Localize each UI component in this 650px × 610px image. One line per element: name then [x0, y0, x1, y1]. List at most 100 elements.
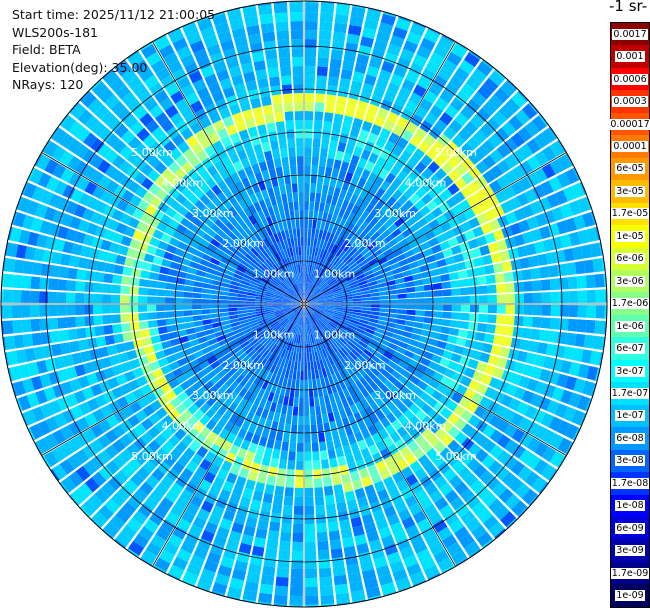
- ray-bin: [138, 90, 153, 105]
- ray-bin: [199, 194, 211, 206]
- ray-bin: [359, 91, 372, 104]
- ray-bin: [273, 223, 281, 233]
- ray-bin: [265, 49, 278, 60]
- ray-bin: [274, 112, 284, 123]
- ray-bin: [180, 380, 192, 391]
- ray-bin: [103, 273, 114, 284]
- ray-bin: [142, 404, 155, 417]
- ray-bin: [237, 304, 247, 308]
- ray-bin: [513, 234, 525, 247]
- ray-bin: [283, 396, 289, 406]
- ray-bin: [185, 327, 196, 335]
- ray-bin: [460, 451, 474, 466]
- ray-bin: [399, 150, 412, 162]
- ray-bin: [208, 132, 220, 145]
- ray-bin: [189, 205, 201, 217]
- ray-bin: [333, 352, 341, 362]
- ray-bin: [516, 350, 528, 363]
- ray-bin: [305, 307, 309, 317]
- ray-bin: [194, 129, 207, 142]
- ray-bin: [184, 211, 196, 222]
- ray-bin: [331, 168, 340, 179]
- ray-bin: [338, 250, 346, 259]
- ray-bin: [288, 323, 294, 332]
- ray-bin: [117, 352, 129, 363]
- ray-bin: [368, 57, 383, 69]
- ray-bin: [270, 343, 278, 353]
- ray-bin: [447, 439, 461, 453]
- ray-bin: [294, 487, 304, 497]
- ray-bin: [255, 406, 264, 417]
- ray-bin: [267, 530, 280, 541]
- ray-bin: [240, 280, 250, 286]
- ray-bin: [194, 397, 206, 409]
- ray-bin: [252, 490, 264, 502]
- ray-bin: [304, 406, 310, 417]
- ray-bin: [297, 424, 304, 434]
- ray-bin: [325, 307, 335, 311]
- ray-bin: [333, 342, 341, 351]
- ray-bin: [375, 460, 387, 472]
- ray-bin: [439, 504, 454, 519]
- ray-bin: [421, 193, 433, 205]
- ray-bin: [298, 406, 304, 417]
- ray-bin: [327, 521, 339, 532]
- ray-bin: [100, 190, 113, 204]
- ray-bin: [304, 344, 307, 353]
- ray-bin: [294, 306, 302, 314]
- ray-bin: [212, 13, 228, 26]
- ray-bin: [180, 363, 192, 373]
- ray-bin: [406, 304, 417, 310]
- colorbar-tick-label: 1e-08: [615, 500, 645, 512]
- ray-bin: [539, 225, 551, 240]
- ray-bin: [201, 293, 211, 299]
- colorbar-step: 1e-09: [611, 584, 649, 607]
- ray-bin: [417, 76, 432, 90]
- ray-bin: [401, 243, 412, 253]
- ray-bin: [263, 40, 277, 51]
- ray-bin: [406, 309, 416, 316]
- ray-bin: [481, 454, 496, 469]
- ray-bin: [443, 126, 457, 140]
- ray-bin: [508, 247, 519, 260]
- ray-bin: [192, 516, 207, 530]
- ray-bin: [280, 230, 287, 241]
- colorbar-tick-label: 3e-05: [615, 185, 645, 197]
- ray-bin: [358, 280, 368, 286]
- ray-bin: [245, 146, 255, 158]
- ray-bin: [236, 266, 246, 274]
- ray-bin: [305, 282, 308, 292]
- ray-bin: [343, 242, 352, 252]
- ray-bin: [391, 396, 402, 407]
- ray-bin: [104, 429, 119, 444]
- ray-bin: [274, 275, 282, 284]
- ray-bin: [308, 315, 313, 325]
- ray-bin: [332, 269, 341, 278]
- ray-bin: [433, 297, 443, 304]
- ray-bin: [213, 119, 225, 132]
- ray-bin: [265, 259, 273, 268]
- ray-bin: [184, 279, 195, 286]
- ray-bin: [255, 306, 265, 309]
- ray-bin: [57, 225, 69, 240]
- ray-bin: [350, 225, 359, 235]
- ray-bin: [325, 357, 331, 367]
- ray-bin: [221, 460, 233, 472]
- ray-bin: [314, 496, 325, 506]
- ray-bin: [542, 356, 555, 370]
- ray-bin: [18, 363, 31, 379]
- ray-bin: [259, 133, 269, 144]
- ray-bin: [317, 423, 324, 434]
- ray-bin: [274, 585, 289, 596]
- ray-bin: [370, 292, 380, 297]
- ray-bin: [248, 204, 257, 215]
- ray-bin: [370, 124, 382, 136]
- ray-bin: [459, 533, 475, 549]
- ray-bin: [68, 172, 82, 187]
- ray-bin: [121, 130, 135, 144]
- ray-bin: [379, 295, 389, 300]
- ray-bin: [352, 267, 362, 275]
- ray-bin: [468, 379, 480, 391]
- ray-bin: [433, 311, 443, 318]
- ray-bin: [255, 294, 265, 298]
